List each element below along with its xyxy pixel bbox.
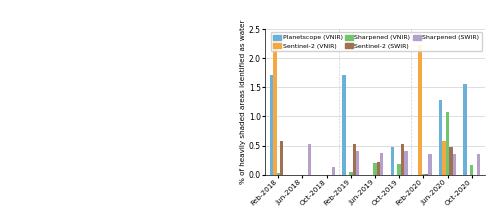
Bar <box>273 36 276 175</box>
Bar <box>276 173 280 175</box>
Bar <box>463 84 466 175</box>
Bar <box>390 147 394 175</box>
Y-axis label: % of heavily shaded areas identified as water: % of heavily shaded areas identified as … <box>240 20 246 184</box>
Bar <box>374 163 376 175</box>
Bar <box>349 172 352 175</box>
Bar <box>428 154 432 175</box>
Bar <box>332 167 335 175</box>
Bar <box>380 153 384 175</box>
Bar <box>280 141 283 175</box>
Bar <box>439 100 442 175</box>
Bar <box>404 151 407 175</box>
Bar <box>418 45 422 175</box>
Legend: Planetscope (VNIR), Sentinel-2 (VNIR), Sharpened (VNIR), Sentinel-2 (SWIR), Shar: Planetscope (VNIR), Sentinel-2 (VNIR), S… <box>271 32 482 52</box>
Bar <box>398 164 401 175</box>
Bar <box>308 144 311 175</box>
Bar <box>270 75 273 175</box>
Bar <box>422 174 425 175</box>
Bar <box>425 174 428 175</box>
Bar <box>376 162 380 175</box>
Bar <box>452 154 456 175</box>
Bar <box>477 154 480 175</box>
Bar <box>449 147 452 175</box>
Bar <box>442 141 446 175</box>
Bar <box>356 151 360 175</box>
Bar <box>470 165 474 175</box>
Bar <box>352 144 356 175</box>
Bar <box>342 75 345 175</box>
Bar <box>446 112 449 175</box>
Bar <box>401 144 404 175</box>
